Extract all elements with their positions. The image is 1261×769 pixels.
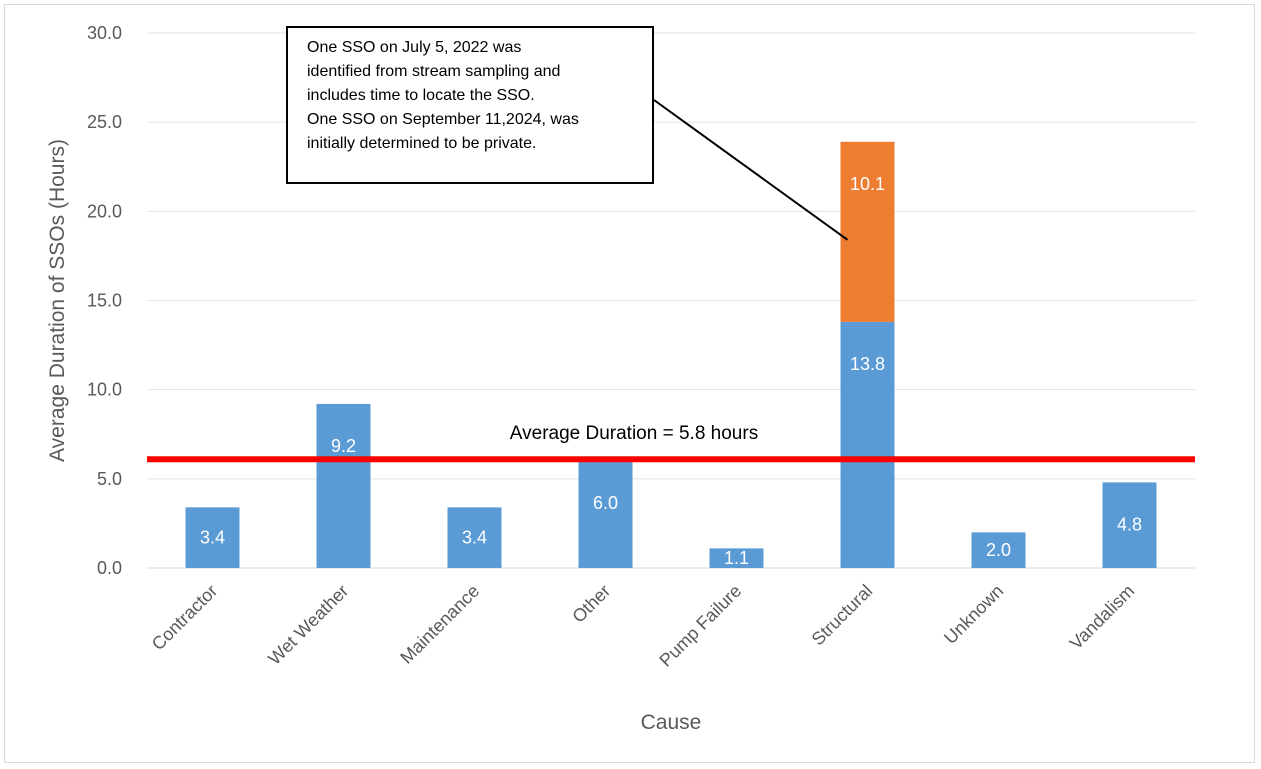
data-label: 9.2 (331, 436, 356, 456)
callout-line: identified from stream sampling and (307, 63, 561, 80)
bar (709, 548, 764, 568)
callout-leader-line (653, 99, 849, 241)
data-label: 13.8 (850, 354, 885, 374)
x-tick-label: Wet Weather (264, 581, 352, 669)
callout-line: One SSO on September 11,2024, was (307, 111, 579, 128)
data-label: 4.8 (1117, 514, 1142, 534)
bar (971, 532, 1026, 568)
data-label: 2.0 (986, 540, 1011, 560)
data-label: 6.0 (593, 493, 618, 513)
x-axis-title: Cause (641, 711, 702, 734)
bar (185, 507, 240, 568)
bar (447, 507, 502, 568)
x-tick-label: Maintenance (396, 581, 483, 668)
y-tick-label: 25.0 (87, 112, 122, 132)
y-axis-ticks: 0.0 5.0 10.0 15.0 20.0 25.0 30.0 (87, 23, 122, 578)
y-axis-title: Average Duration of SSOs (Hours) (46, 139, 69, 462)
y-tick-label: 30.0 (87, 23, 122, 43)
data-label: 10.1 (850, 174, 885, 194)
callout-line: One SSO on July 5, 2022 was (307, 39, 522, 56)
data-label: 3.4 (462, 528, 487, 548)
x-tick-label: Contractor (148, 581, 222, 655)
bar (840, 321, 895, 568)
annotation-callout: One SSO on July 5, 2022 was identified f… (286, 26, 654, 184)
bar (316, 403, 371, 568)
bar (1102, 482, 1157, 568)
x-tick-label: Unknown (940, 581, 1007, 648)
bars (185, 141, 1157, 568)
x-tick-label: Vandalism (1066, 581, 1139, 654)
data-labels: 3.4 9.2 3.4 6.0 1.1 13.8 2.0 4.8 10.1 (200, 174, 1142, 568)
y-tick-label: 10.0 (87, 380, 122, 400)
y-tick-label: 15.0 (87, 291, 122, 311)
y-tick-label: 20.0 (87, 201, 122, 221)
callout-line: initially determined to be private. (307, 135, 537, 152)
average-reference-label: Average Duration = 5.8 hours (510, 423, 758, 444)
callout-line: includes time to locate the SSO. (307, 87, 535, 104)
x-tick-label: Other (568, 581, 614, 627)
data-label: 1.1 (724, 548, 749, 568)
x-tick-label: Pump Failure (655, 581, 745, 671)
x-axis-ticks: Contractor Wet Weather Maintenance Other Pum… (148, 581, 1139, 671)
y-tick-label: 5.0 (97, 469, 122, 489)
data-label: 3.4 (200, 528, 225, 548)
bar (578, 461, 633, 568)
x-tick-label: Structural (808, 581, 877, 650)
y-tick-label: 0.0 (97, 558, 122, 578)
bar (840, 141, 895, 322)
